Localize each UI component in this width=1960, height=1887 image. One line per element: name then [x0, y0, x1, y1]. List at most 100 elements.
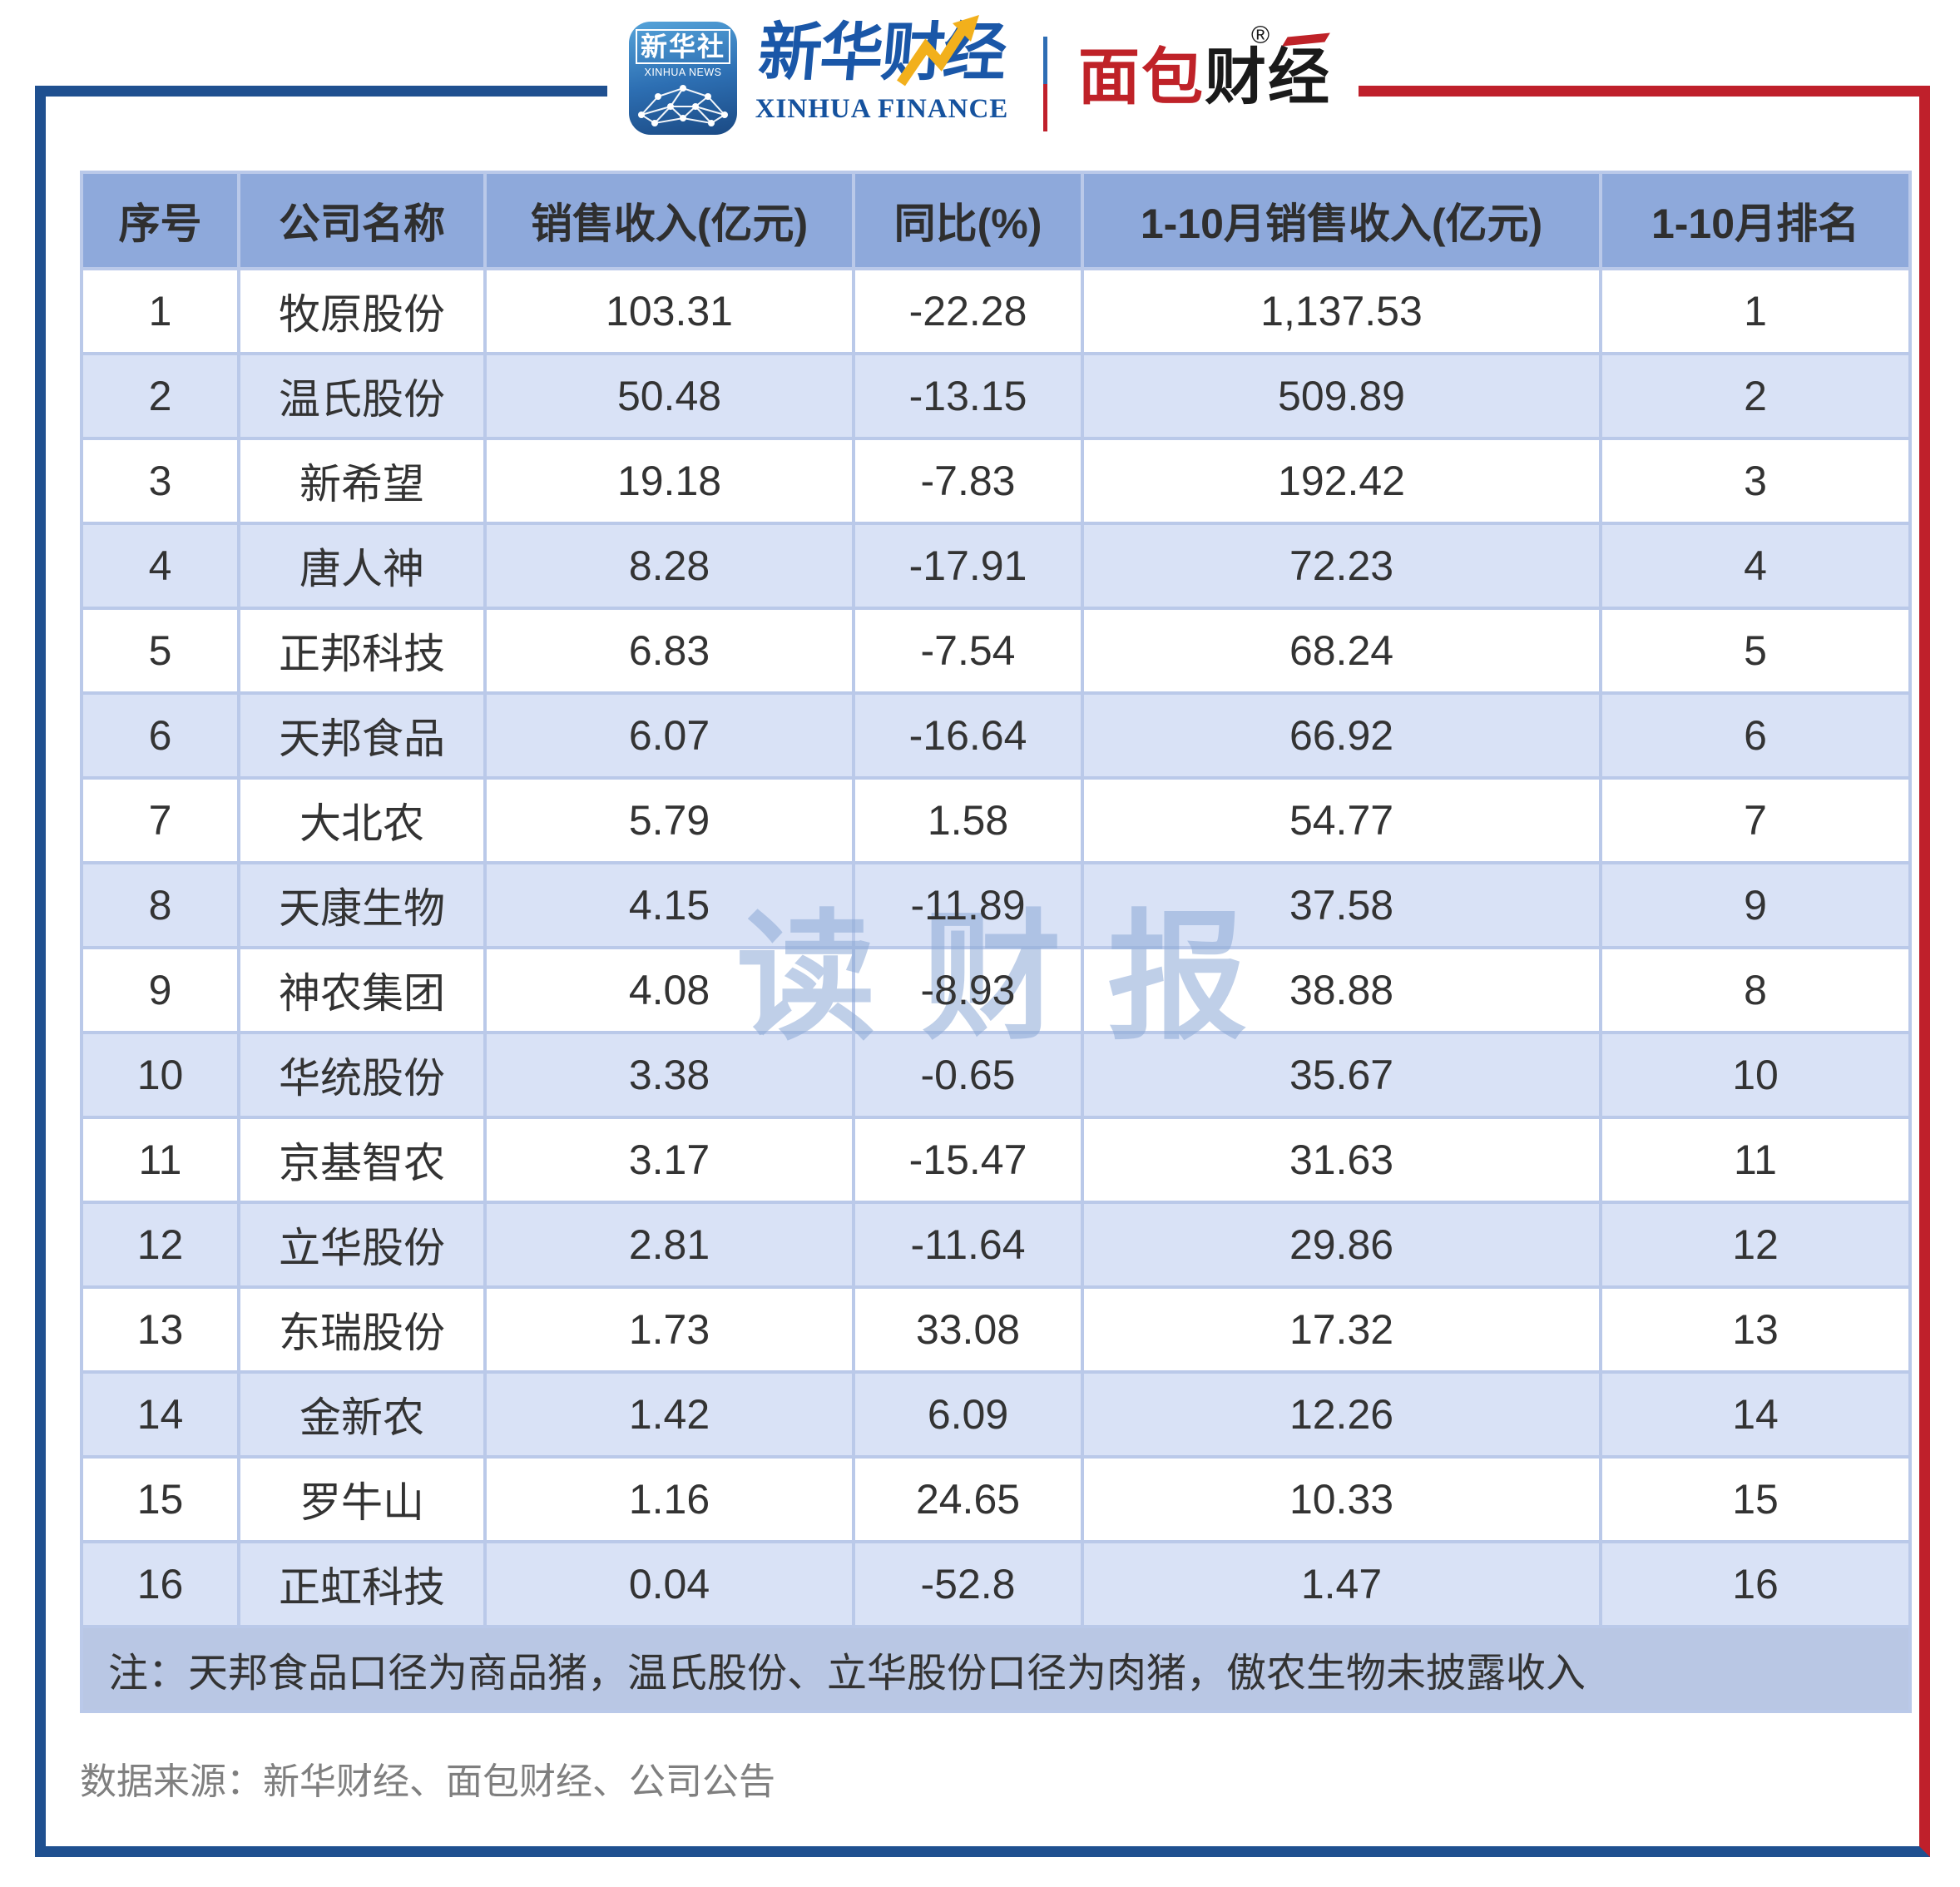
table-cell: 新希望 [237, 437, 487, 525]
note-text: 注：天邦食品口径为商品猪，温氏股份、立华股份口径为肉猪，傲农生物未披露收入 [108, 1652, 1586, 1696]
table-cell: 唐人神 [237, 522, 487, 610]
xinhua-news-app-subtitle: XINHUA NEWS [644, 67, 722, 78]
column-header: 1-10月排名 [1599, 171, 1912, 270]
table-cell: 33.08 [852, 1285, 1084, 1374]
registered-trademark-icon: ® [1251, 22, 1270, 49]
table-cell: 2.81 [483, 1201, 855, 1289]
cell-text: 103.31 [606, 288, 733, 334]
cell-text: 1.73 [628, 1306, 710, 1353]
cell-text: 11 [138, 1137, 182, 1183]
table-cell: 6 [1599, 691, 1912, 780]
cell-text: 13 [1732, 1306, 1779, 1353]
table-cell: 东瑞股份 [237, 1285, 487, 1374]
table-cell: 12.26 [1081, 1370, 1602, 1459]
cell-text: -11.89 [910, 882, 1026, 929]
table-cell: 14 [80, 1370, 240, 1459]
column-header-text: 公司名称 [279, 201, 445, 247]
table-cell: 京基智农 [237, 1116, 487, 1204]
table-cell: 24.65 [852, 1455, 1084, 1543]
table-cell: 1 [1599, 267, 1912, 355]
table-row: 5 正邦科技 6.83 -7.54 68.24 5 [80, 607, 1912, 695]
table-cell: 14 [1599, 1370, 1912, 1459]
column-header-text: 同比(%) [893, 201, 1042, 247]
mianbao-finance-logo: 面包财经 ® [1078, 22, 1331, 108]
cell-text: 1 [1744, 288, 1767, 334]
column-header: 1-10月销售收入(亿元) [1081, 171, 1602, 270]
table-cell: 16 [80, 1540, 240, 1628]
cell-text: 3 [148, 458, 172, 504]
cell-text: 14 [136, 1391, 184, 1438]
table-header-row: 序号 公司名称 销售收入(亿元) 同比(%) 1-10月销售收入(亿元) 1-10月排名 [80, 171, 1912, 270]
cell-text: 1.16 [628, 1476, 710, 1523]
cell-text: 35.67 [1289, 1052, 1394, 1098]
note-cell: 注：天邦食品口径为商品猪，温氏股份、立华股份口径为肉猪，傲农生物未披露收入 [80, 1625, 1912, 1713]
table-cell: 4.15 [483, 861, 855, 949]
cell-text: 牧原股份 [279, 291, 445, 338]
column-header: 同比(%) [852, 171, 1084, 270]
cell-text: 12 [1732, 1221, 1779, 1268]
cell-text: 68.24 [1289, 627, 1394, 674]
cell-text: 19.18 [616, 458, 722, 504]
column-header-text: 1-10月排名 [1651, 201, 1860, 247]
cell-text: 3.38 [628, 1052, 710, 1098]
table-row: 11 京基智农 3.17 -15.47 31.63 11 [80, 1116, 1912, 1204]
cell-text: 4 [1744, 542, 1767, 589]
column-header: 序号 [80, 171, 240, 270]
top-line-red [1359, 86, 1930, 97]
table-cell: 3.17 [483, 1116, 855, 1204]
cell-text: 1,137.53 [1260, 288, 1423, 334]
table-cell: 4.08 [483, 946, 855, 1034]
table-cell: 13 [1599, 1285, 1912, 1374]
xinhua-finance-en: XINHUA FINANCE [755, 94, 1009, 124]
table-cell: -15.47 [852, 1116, 1084, 1204]
xinhua-news-app-title: 新华社 [635, 29, 730, 64]
cell-text: -13.15 [908, 373, 1027, 419]
table-cell: 10 [80, 1031, 240, 1119]
cell-text: 509.89 [1278, 373, 1405, 419]
table-cell: -16.64 [852, 691, 1084, 780]
column-header-text: 销售收入(亿元) [530, 201, 809, 247]
table-cell: 66.92 [1081, 691, 1602, 780]
cell-text: 16 [136, 1561, 184, 1607]
cell-text: 立华股份 [279, 1225, 445, 1271]
table-row: 8 天康生物 4.15 -11.89 37.58 9 [80, 861, 1912, 949]
cell-text: 1.58 [927, 797, 1009, 844]
border-frame: 序号 公司名称 销售收入(亿元) 同比(%) 1-10月销售收入(亿元) 1-10月排名 … [35, 86, 1930, 1857]
xinhua-news-app-icon: 新华社 XINHUA NEWS [629, 22, 737, 135]
cell-text: 5 [1744, 627, 1767, 674]
cell-text: 4.15 [628, 882, 710, 929]
cell-text: 11 [1734, 1137, 1777, 1183]
table-cell: -7.83 [852, 437, 1084, 525]
sales-revenue-table: 序号 公司名称 销售收入(亿元) 同比(%) 1-10月销售收入(亿元) 1-10月排名 … [80, 171, 1912, 1713]
table-cell: 5 [1599, 607, 1912, 695]
table-cell: 1 [80, 267, 240, 355]
cell-text: -52.8 [920, 1561, 1016, 1607]
cell-text: 12 [136, 1221, 184, 1268]
cell-text: 4 [148, 542, 172, 589]
table-cell: 72.23 [1081, 522, 1602, 610]
cell-text: 10 [1732, 1052, 1779, 1098]
cell-text: 38.88 [1289, 967, 1394, 1013]
table-row: 13 东瑞股份 1.73 33.08 17.32 13 [80, 1285, 1912, 1374]
cell-text: 6.83 [628, 627, 710, 674]
cell-text: 10 [136, 1052, 184, 1098]
table-cell: 15 [1599, 1455, 1912, 1543]
top-line-blue [35, 86, 607, 97]
table-cell: 10.33 [1081, 1455, 1602, 1543]
cell-text: 京基智农 [279, 1140, 445, 1186]
table-cell: 50.48 [483, 352, 855, 440]
table-row: 16 正虹科技 0.04 -52.8 1.47 16 [80, 1540, 1912, 1628]
note-row: 注：天邦食品口径为商品猪，温氏股份、立华股份口径为肉猪，傲农生物未披露收入 [80, 1625, 1912, 1713]
cell-text: 正邦科技 [279, 631, 445, 677]
cell-text: 神农集团 [279, 970, 445, 1017]
mianbao-finance-red-text: 面包 [1078, 42, 1205, 111]
table-cell: 6.07 [483, 691, 855, 780]
mianbao-finance-black-text: 财经 [1205, 42, 1331, 111]
cell-text: 12.26 [1289, 1391, 1394, 1438]
cell-text: 6 [1744, 712, 1767, 759]
cell-text: -0.65 [920, 1052, 1016, 1098]
table-row: 14 金新农 1.42 6.09 12.26 14 [80, 1370, 1912, 1459]
table-cell: 牧原股份 [237, 267, 487, 355]
table-cell: 华统股份 [237, 1031, 487, 1119]
